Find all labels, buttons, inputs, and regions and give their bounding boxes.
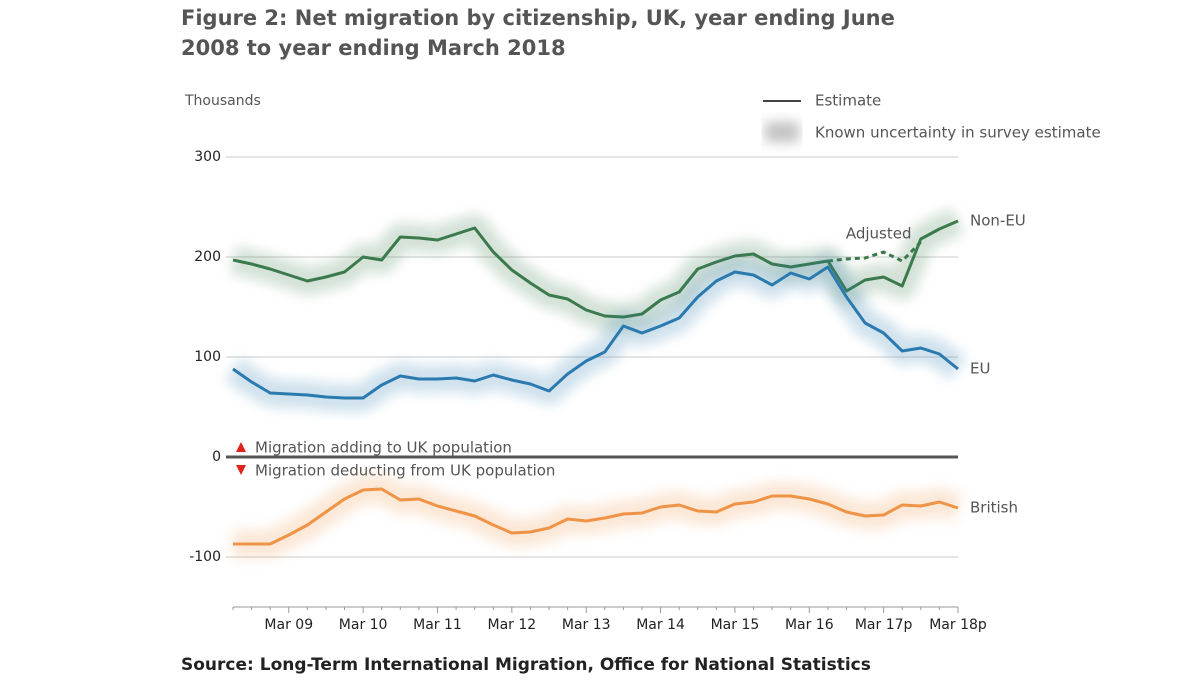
y-tick-label: 300 [194, 149, 221, 165]
y-axis-label: Thousands [184, 93, 261, 109]
chart-title: 2008 to year ending March 2018 [181, 36, 566, 60]
series-line [827, 240, 922, 263]
y-tick-label: 200 [194, 249, 221, 265]
legend-band [765, 122, 799, 142]
x-tick-label: Mar 13 [562, 617, 611, 633]
down-arrow [236, 465, 246, 475]
annotation: Migration adding to UK population [255, 439, 512, 457]
chart-title: Figure 2: Net migration by citizenship, … [181, 6, 895, 30]
series-label: Adjusted [846, 225, 912, 243]
series-label: British [970, 499, 1018, 517]
x-tick-label: Mar 18p [929, 617, 987, 633]
source: Source: Long-Term International Migratio… [181, 655, 871, 675]
up-arrow [236, 442, 246, 452]
x-tick-label: Mar 16 [785, 617, 834, 633]
x-tick-label: Mar 12 [488, 617, 537, 633]
annotation: Migration deducting from UK population [255, 462, 555, 480]
y-tick-label: 100 [194, 349, 221, 365]
series-line [233, 487, 959, 546]
x-tick-label: Mar 15 [711, 617, 760, 633]
y-tick-label: 0 [212, 449, 221, 465]
y-tick-label: -100 [189, 549, 221, 565]
x-tick-label: Mar 10 [339, 617, 388, 633]
x-tick-label: Mar 11 [413, 617, 462, 633]
x-tick-label: Mar 09 [264, 617, 313, 633]
uncertainty-band [233, 475, 963, 558]
series-label: Non-EU [970, 212, 1026, 230]
series-label: EU [970, 360, 990, 378]
legend-label: Known uncertainty in survey estimate [815, 124, 1101, 142]
x-tick-label: Mar 17p [855, 617, 913, 633]
x-tick-label: Mar 14 [636, 617, 685, 633]
legend-label: Estimate [815, 92, 881, 110]
series-line [232, 265, 959, 400]
